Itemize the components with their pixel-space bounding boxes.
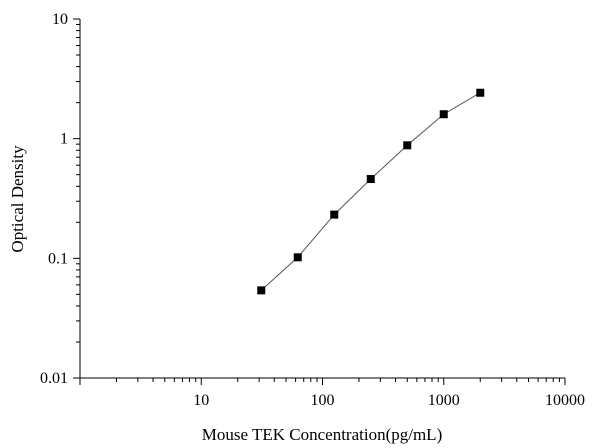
y-tick-label: 0.01 xyxy=(40,370,68,387)
axes xyxy=(79,19,565,379)
x-tick-label: 1000 xyxy=(428,392,460,409)
data-point xyxy=(403,141,412,150)
tick-labels: 10 100 1000 10000 0.01 0.1 1 10 xyxy=(40,11,585,409)
markers xyxy=(257,88,485,295)
y-tick-label: 0.1 xyxy=(48,250,68,267)
x-tick-label: 10000 xyxy=(545,392,585,409)
x-axis-title: Mouse TEK Concentration(pg/mL) xyxy=(202,425,442,444)
y-tick-label: 10 xyxy=(52,11,68,28)
y-tick-label: 1 xyxy=(60,131,68,148)
data-point xyxy=(330,210,339,219)
y-axis-title: Optical Density xyxy=(8,145,27,253)
data-point xyxy=(366,175,375,184)
data-point xyxy=(476,88,485,97)
x-tick-label: 100 xyxy=(311,392,335,409)
ticks xyxy=(73,18,566,385)
data-point xyxy=(439,110,448,119)
data-point xyxy=(257,286,266,295)
data-point xyxy=(293,253,302,262)
x-tick-label: 10 xyxy=(193,392,209,409)
